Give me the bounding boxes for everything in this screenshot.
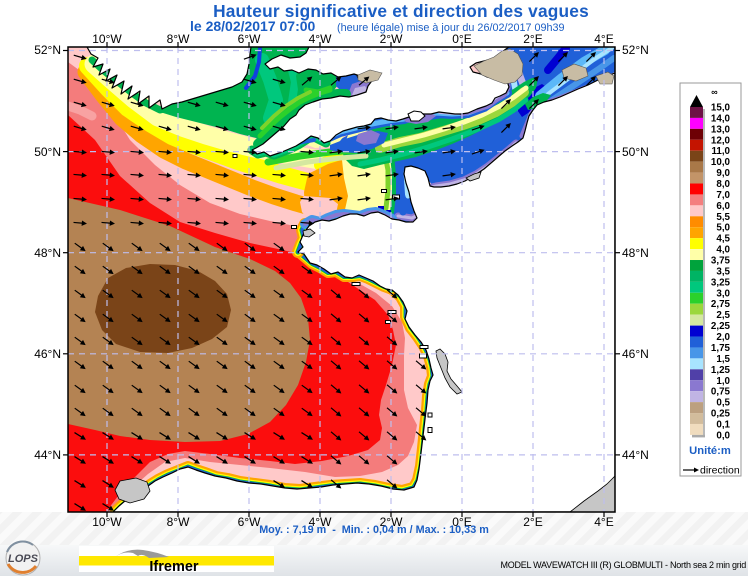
svg-text:Hauteur significative et direc: Hauteur significative et direction des v… [213,1,589,21]
svg-text:0°E: 0°E [452,515,471,529]
svg-text:50°N: 50°N [34,145,61,159]
svg-text:6°W: 6°W [238,32,261,46]
svg-text:LOPS: LOPS [8,553,39,565]
svg-text:0°E: 0°E [452,32,471,46]
svg-text:5,5: 5,5 [716,212,730,223]
svg-text:15,0: 15,0 [711,103,731,114]
svg-text:5,0: 5,0 [716,223,730,234]
svg-text:12,0: 12,0 [711,135,731,146]
svg-text:8,0: 8,0 [716,179,730,190]
svg-text:48°N: 48°N [34,246,61,260]
svg-text:∞: ∞ [711,87,718,97]
svg-text:Moy. : 7,19 m - Min. : 0,04: Moy. : 7,19 m - Min. : 0,04 m / Max. : 1… [259,524,489,536]
svg-text:0,25: 0,25 [711,409,731,420]
svg-text:1,75: 1,75 [711,343,731,354]
svg-text:le 28/02/2017 07:00: le 28/02/2017 07:00 [190,18,316,34]
svg-text:3,0: 3,0 [716,288,730,299]
svg-text:1,25: 1,25 [711,365,731,376]
svg-text:Ifremer: Ifremer [149,559,199,575]
svg-text:0,75: 0,75 [711,387,731,398]
svg-text:8°W: 8°W [167,515,190,529]
svg-text:10°W: 10°W [92,32,122,46]
svg-text:2°E: 2°E [523,32,542,46]
svg-text:Unité:m: Unité:m [689,445,731,457]
svg-text:MODEL WAVEWATCH III (R) GLOBMU: MODEL WAVEWATCH III (R) GLOBMULTI - Nort… [500,560,746,570]
svg-text:44°N: 44°N [34,448,61,462]
svg-text:9,0: 9,0 [716,168,730,179]
svg-text:(heure légale) mise à jour du: (heure légale) mise à jour du 26/02/2017… [337,22,565,34]
svg-text:2°W: 2°W [380,32,403,46]
svg-text:50°N: 50°N [622,145,649,159]
svg-text:6°W: 6°W [238,515,261,529]
svg-text:4,0: 4,0 [716,245,730,256]
svg-text:0,5: 0,5 [716,398,730,409]
svg-text:10,0: 10,0 [711,157,731,168]
svg-text:0,0: 0,0 [716,430,730,441]
svg-text:0,1: 0,1 [716,420,730,431]
svg-text:48°N: 48°N [622,246,649,260]
svg-text:2°E: 2°E [523,515,542,529]
svg-text:52°N: 52°N [622,43,649,57]
svg-text:2,25: 2,25 [711,321,731,332]
svg-text:52°N: 52°N [34,43,61,57]
svg-text:10°W: 10°W [92,515,122,529]
svg-text:2,5: 2,5 [716,310,730,321]
svg-text:1,0: 1,0 [716,376,730,387]
svg-text:1,5: 1,5 [716,354,730,365]
svg-text:4,5: 4,5 [716,234,730,245]
svg-text:2,75: 2,75 [711,299,731,310]
svg-text:46°N: 46°N [622,347,649,361]
svg-text:2,0: 2,0 [716,332,730,343]
svg-text:7,0: 7,0 [716,190,730,201]
svg-text:4°E: 4°E [594,32,613,46]
svg-text:4°W: 4°W [309,515,332,529]
svg-text:direction: direction [700,465,740,477]
svg-text:4°W: 4°W [309,32,332,46]
svg-text:13,0: 13,0 [711,124,731,135]
svg-text:4°E: 4°E [594,515,613,529]
svg-text:14,0: 14,0 [711,113,731,124]
svg-text:11,0: 11,0 [711,146,730,157]
svg-text:8°W: 8°W [167,32,190,46]
svg-text:44°N: 44°N [622,448,649,462]
svg-text:3,5: 3,5 [716,266,730,277]
svg-text:46°N: 46°N [34,347,61,361]
svg-text:2°W: 2°W [380,515,403,529]
svg-text:6,0: 6,0 [716,201,730,212]
svg-text:3,25: 3,25 [711,277,731,288]
svg-text:3,75: 3,75 [711,256,731,267]
